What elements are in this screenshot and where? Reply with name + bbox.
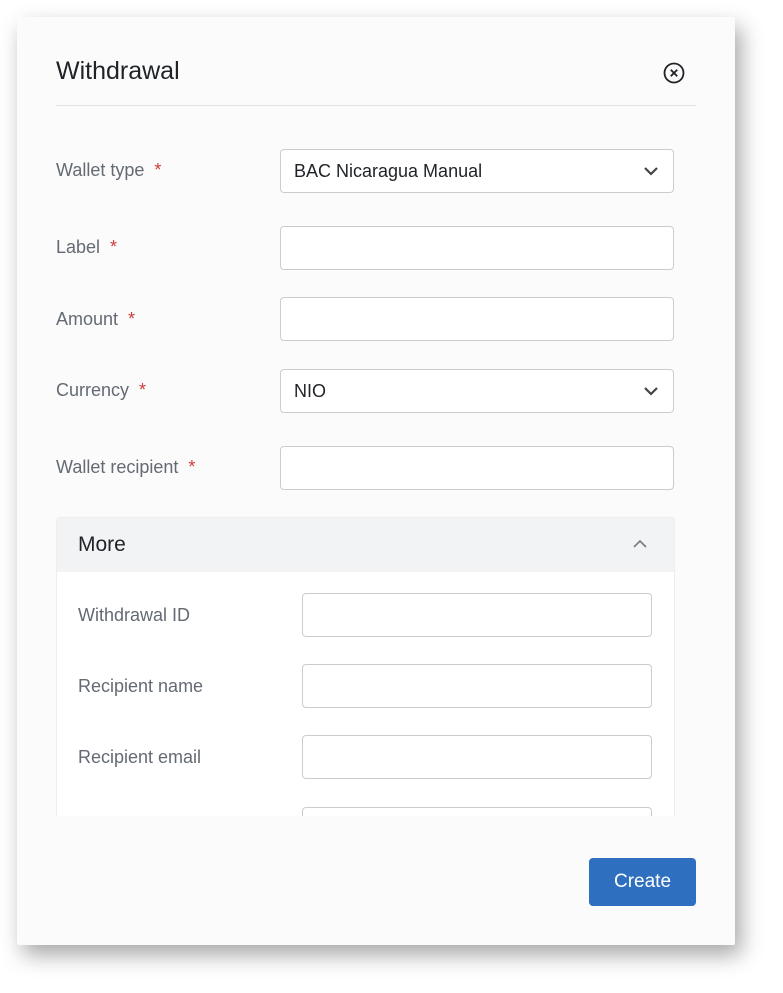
recipient-name-input[interactable] xyxy=(302,664,652,708)
wallet-type-label: Wallet type * xyxy=(56,160,162,180)
wallet-recipient-input[interactable] xyxy=(280,446,674,490)
wallet-recipient-label: Wallet recipient * xyxy=(56,457,196,477)
close-icon[interactable] xyxy=(663,62,685,84)
recipient-email-input[interactable] xyxy=(302,735,652,779)
dialog-title: Withdrawal xyxy=(56,57,180,85)
label-label: Label * xyxy=(56,237,118,257)
recipient-name-label: Recipient name xyxy=(78,676,204,696)
header-divider xyxy=(56,105,696,106)
wallet-type-select[interactable]: BAC Nicaragua Manual xyxy=(280,149,674,193)
more-extra-input[interactable] xyxy=(302,807,652,816)
amount-label: Amount * xyxy=(56,309,136,329)
create-button[interactable]: Create xyxy=(589,858,696,906)
recipient-email-label: Recipient email xyxy=(78,747,202,767)
more-toggle[interactable]: More xyxy=(57,518,674,572)
chevron-up-icon xyxy=(633,539,647,548)
more-section: More Withdrawal ID Recipient name Recipi… xyxy=(56,517,675,816)
more-title: More xyxy=(78,533,126,556)
chevron-down-icon xyxy=(644,167,658,176)
amount-input[interactable] xyxy=(280,297,674,341)
withdrawal-dialog: Withdrawal Wallet type * BAC Nicaragua Ma… xyxy=(17,17,735,945)
withdrawal-id-label: Withdrawal ID xyxy=(78,605,191,625)
currency-label: Currency * xyxy=(56,380,147,400)
label-input[interactable] xyxy=(280,226,674,270)
currency-select[interactable]: NIO xyxy=(280,369,674,413)
chevron-down-icon xyxy=(644,387,658,396)
withdrawal-id-input[interactable] xyxy=(302,593,652,637)
